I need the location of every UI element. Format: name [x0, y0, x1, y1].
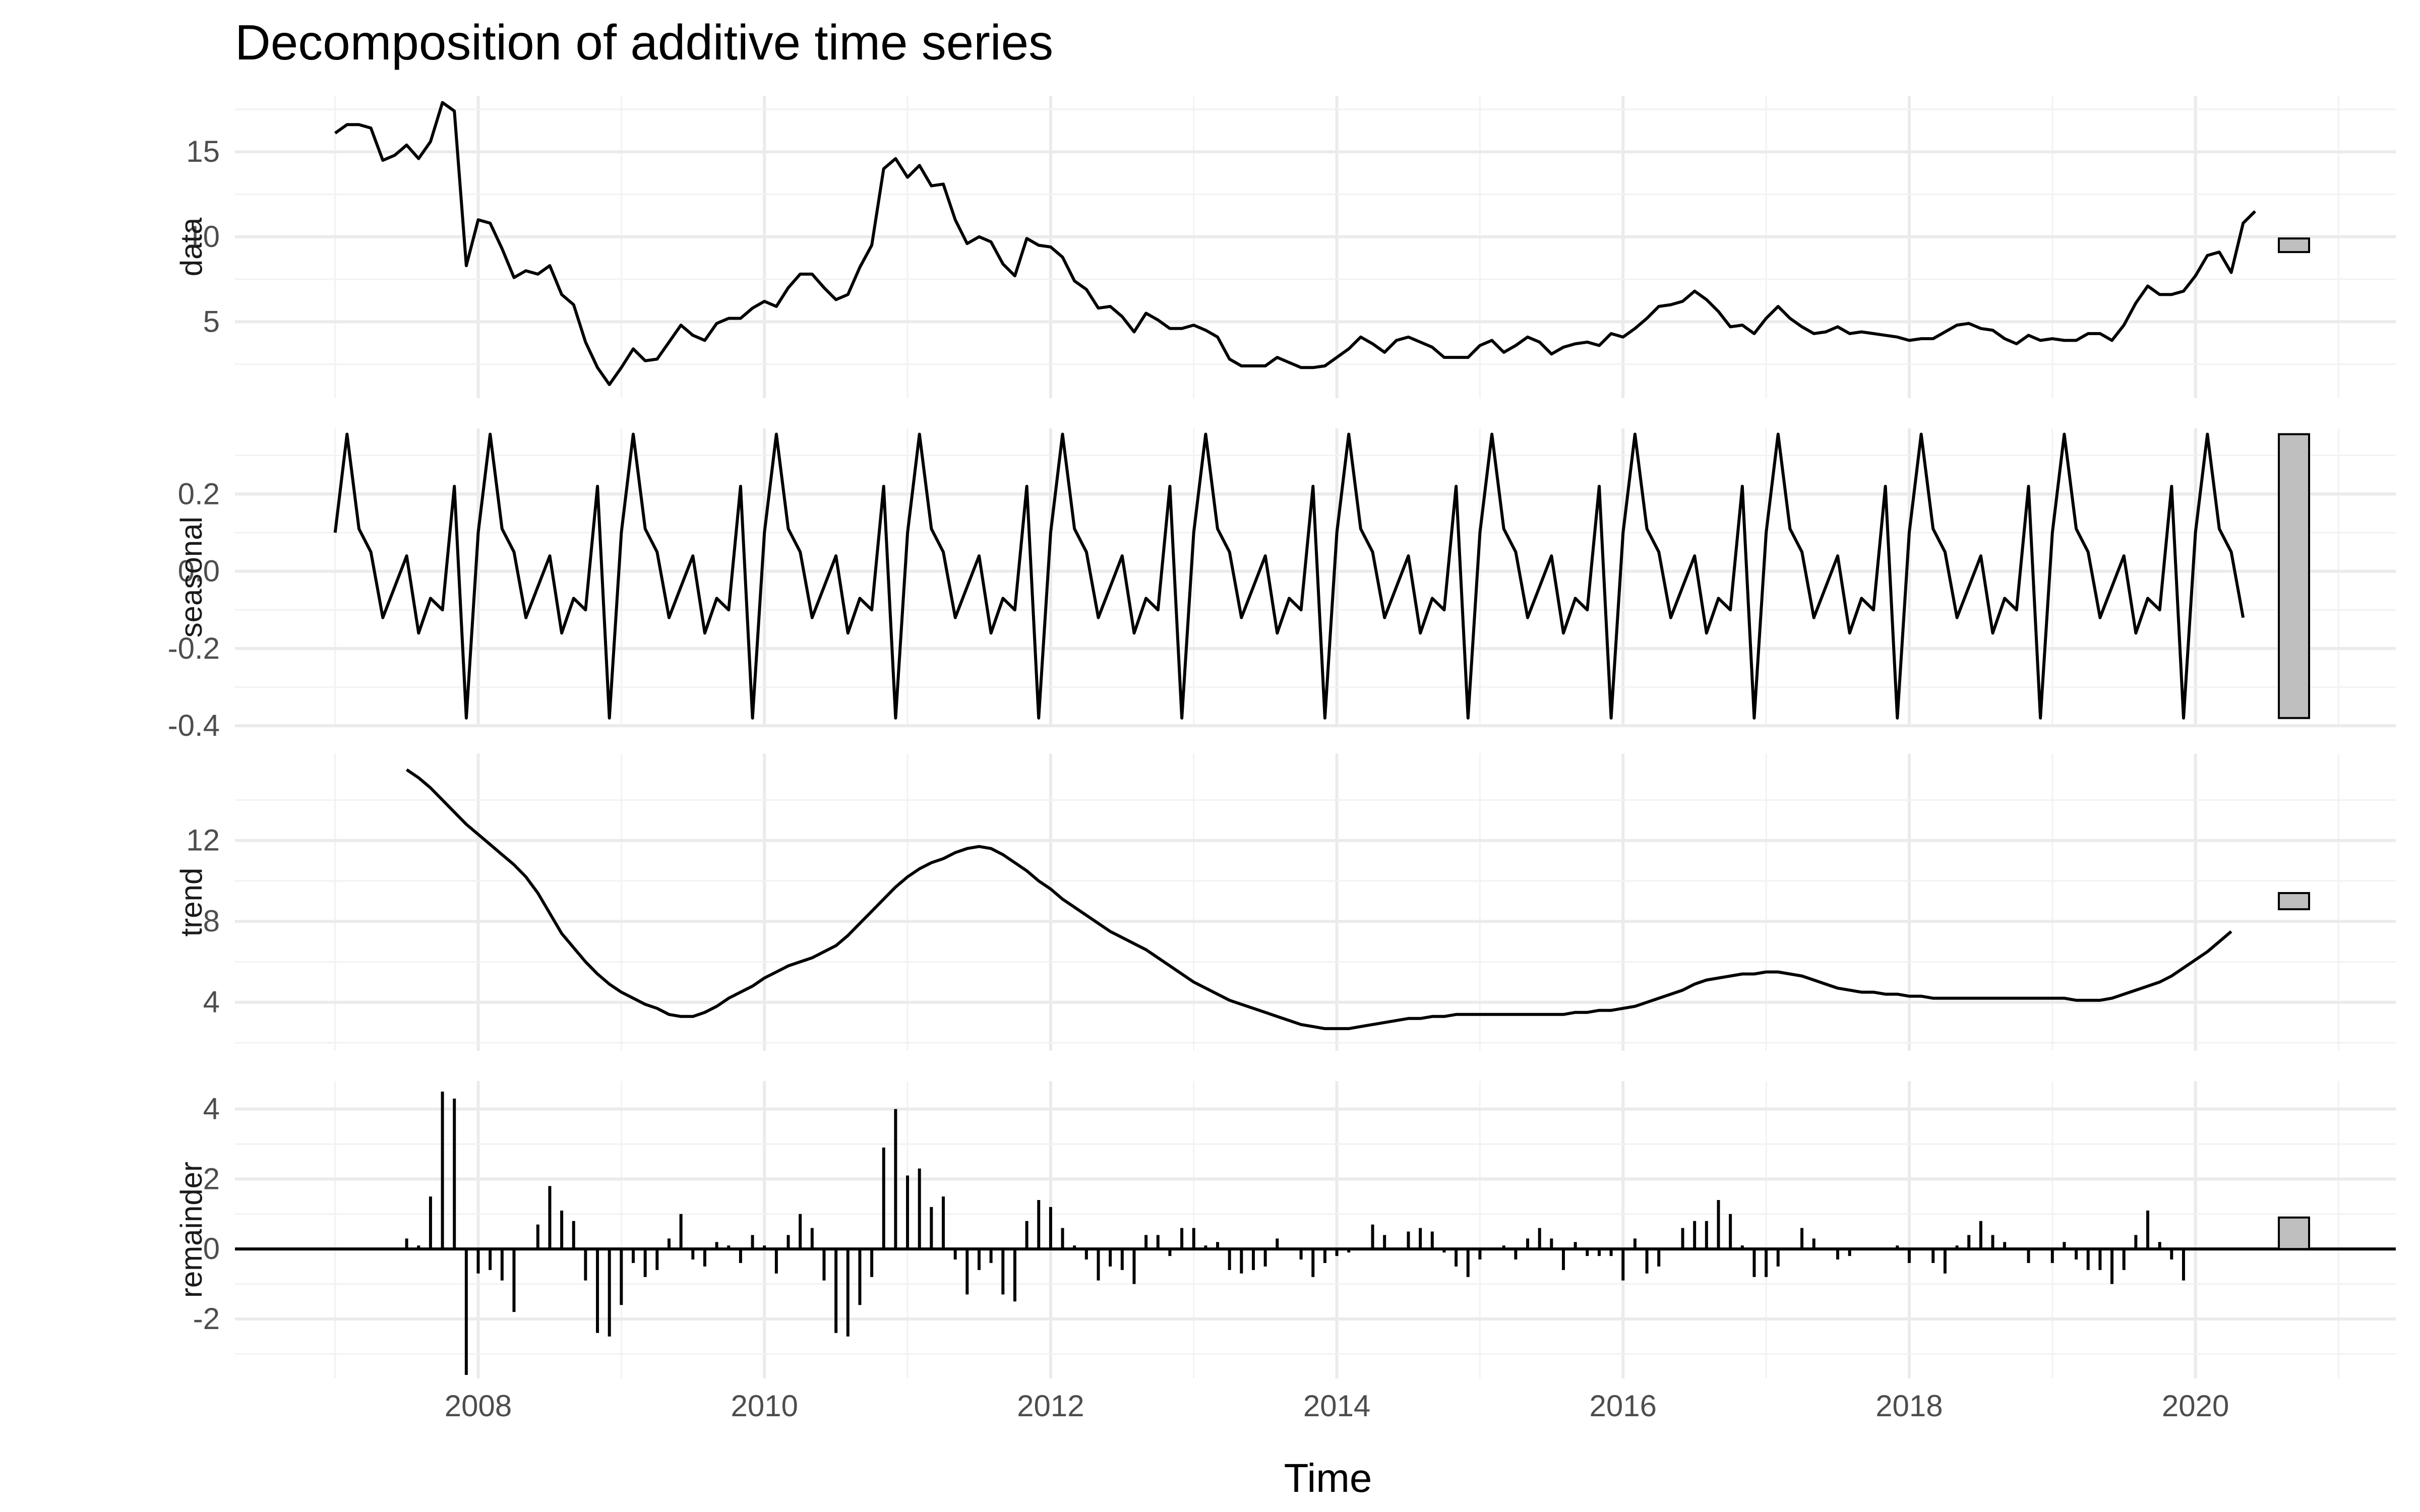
- y-tick-label: 0.2: [178, 477, 220, 511]
- y-tick-label: 12: [186, 824, 220, 857]
- panel-grid: [235, 753, 2396, 1051]
- y-tick-label: 0: [203, 1232, 220, 1266]
- y-tick-label: 15: [186, 135, 220, 168]
- x-tick-label: 2012: [1017, 1389, 1084, 1423]
- y-tick-label: 2: [203, 1162, 220, 1195]
- y-tick-label: 0.0: [178, 554, 220, 588]
- x-tick-label: 2014: [1303, 1389, 1370, 1423]
- range-bar-data: [2278, 237, 2310, 254]
- y-tick-label: -0.4: [168, 709, 220, 742]
- x-tick-label: 2018: [1876, 1389, 1943, 1423]
- panel-trend: 4 8 12 trend: [174, 753, 2396, 1051]
- chart-panels: 5 10 15 data -0.4 -0.2 0.0 0.2 seasonal 4 8 12 trend…: [168, 96, 2396, 1378]
- series-line-trend: [405, 768, 2232, 1030]
- panel-grid: [235, 428, 2396, 727]
- y-tick-label: 5: [203, 304, 220, 338]
- y-tick-label: 4: [203, 1092, 220, 1126]
- panel-grid: [235, 1081, 2396, 1378]
- y-axis-label-trend: trend: [174, 868, 208, 937]
- y-tick-label: 8: [203, 904, 220, 938]
- panel-seasonal: -0.4 -0.2 0.0 0.2 seasonal: [168, 428, 2396, 742]
- x-axis-title: Time: [1284, 1456, 1372, 1500]
- y-tick-label: 4: [203, 985, 220, 1019]
- y-tick-label: -0.2: [168, 632, 220, 665]
- panel-data: 5 10 15 data: [174, 96, 2396, 398]
- range-bar-remainder: [2278, 1216, 2310, 1250]
- y-axis-label-seasonal: seasonal: [174, 517, 208, 638]
- series-line-seasonal: [333, 432, 2245, 720]
- y-axis-label-data: data: [174, 217, 208, 276]
- remainder-bars: [405, 1091, 2185, 1375]
- x-tick-label: 2010: [731, 1389, 798, 1423]
- y-tick-label: -2: [193, 1302, 220, 1336]
- range-bar-trend: [2278, 892, 2310, 911]
- series-line-data: [334, 101, 2257, 386]
- panel-grid: [235, 96, 2396, 398]
- range-bar-seasonal: [2278, 433, 2310, 719]
- x-tick-label: 2020: [2162, 1389, 2229, 1423]
- y-tick-label: 10: [186, 220, 220, 254]
- x-axis: 2008 2010 2012 2014 2016 2018 2020: [445, 1389, 2229, 1423]
- y-axis-label-remainder: remainder: [174, 1162, 208, 1298]
- x-tick-label: 2008: [445, 1389, 512, 1423]
- x-tick-label: 2016: [1590, 1389, 1657, 1423]
- chart-title: Decomposition of additive time series: [235, 15, 1053, 70]
- panel-remainder: -2 0 2 4 remainder: [174, 1081, 2396, 1378]
